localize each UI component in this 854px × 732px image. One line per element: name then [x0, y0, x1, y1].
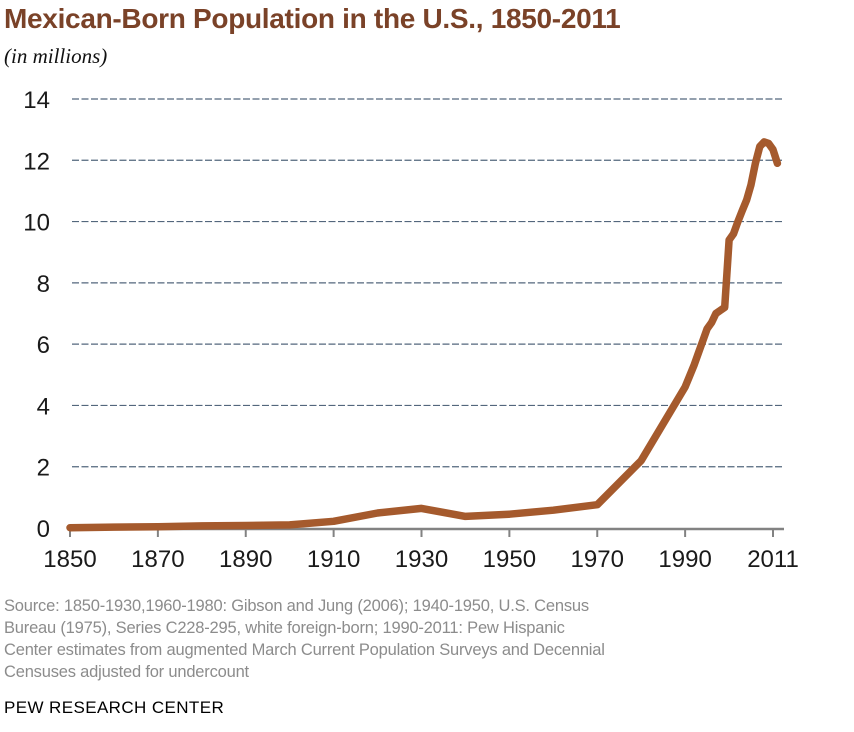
pew-research-center-branding: PEW RESEARCH CENTER	[4, 698, 225, 717]
source-line: Censuses adjusted for undercount	[4, 663, 249, 681]
source-line: Bureau (1975), Series C228-295, white fo…	[4, 619, 565, 637]
x-axis-tick-label: 1950	[483, 546, 536, 573]
y-axis-tick-label: 2	[37, 455, 50, 482]
population-line-chart: 0 2 4 6 8 10 12 14 1850 1870 1890 1910 1930 1950 1970 1…	[23, 87, 799, 573]
y-axis-tick-label: 12	[23, 148, 50, 175]
x-axis-tick-label: 1990	[658, 546, 711, 573]
y-axis-tick-label: 8	[37, 271, 50, 298]
source-note: Source: 1850-1930,1960-1980: Gibson and …	[4, 595, 605, 683]
x-axis-tick-label: 2011	[747, 546, 799, 573]
source-line: Center estimates from augmented March Cu…	[4, 641, 605, 659]
y-axis-tick-label: 0	[37, 516, 50, 543]
y-axis-tick-label: 14	[23, 87, 50, 114]
x-axis-tick-label: 1890	[219, 546, 272, 573]
y-axis-tick-label: 6	[37, 332, 50, 359]
x-axis-tick-label: 1910	[307, 546, 360, 573]
mexican-born-population-line	[66, 138, 782, 532]
x-axis-tick-label: 1970	[571, 546, 624, 573]
x-axis-tick-label: 1930	[395, 546, 448, 573]
y-axis-tick-label: 4	[37, 393, 50, 420]
source-line: Source: 1850-1930,1960-1980: Gibson and …	[4, 597, 589, 615]
y-axis-tick-label: 10	[23, 210, 50, 237]
chart-subtitle: (in millions)	[4, 44, 108, 68]
x-axis-tick-label: 1850	[43, 546, 96, 573]
x-axis-tick-label: 1870	[131, 546, 184, 573]
chart-title: Mexican-Born Population in the U.S., 185…	[4, 3, 621, 34]
